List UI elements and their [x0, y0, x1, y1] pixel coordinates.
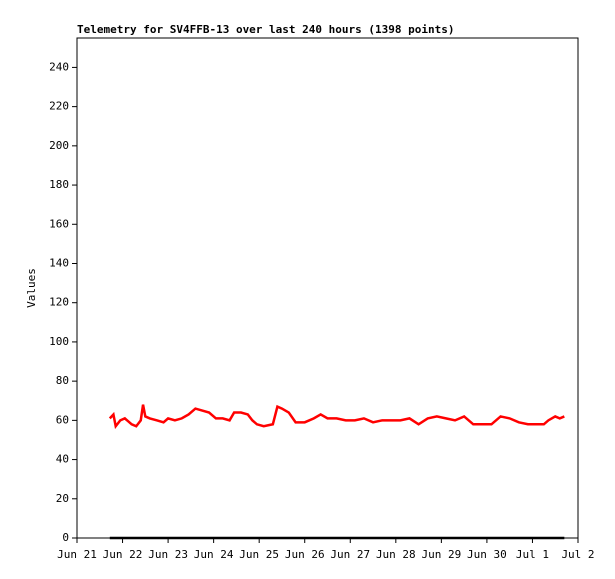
x-tick-label: Jun 23: [148, 548, 188, 561]
y-tick-label: 120: [49, 296, 69, 309]
x-tick-label: Jun 22: [103, 548, 143, 561]
x-tick-label: Jun 30: [467, 548, 507, 561]
x-tick-label: Jul 1: [516, 548, 549, 561]
chart-title: Telemetry for SV4FFB-13 over last 240 ho…: [77, 23, 455, 36]
x-tick-label: Jun 25: [239, 548, 279, 561]
x-tick-label: Jun 29: [421, 548, 461, 561]
y-tick-label: 220: [49, 100, 69, 113]
y-axis-label: Values: [25, 268, 38, 308]
y-tick-label: 200: [49, 139, 69, 152]
y-tick-label: 60: [56, 413, 69, 426]
y-tick-label: 100: [49, 335, 69, 348]
y-tick-label: 160: [49, 217, 69, 230]
y-tick-label: 80: [56, 374, 69, 387]
y-tick-label: 180: [49, 178, 69, 191]
y-tick-label: 0: [62, 531, 69, 544]
y-tick-label: 40: [56, 453, 69, 466]
data-line: [108, 404, 565, 430]
y-tick-label: 140: [49, 256, 69, 269]
y-tick-label: 20: [56, 492, 69, 505]
x-tick-label: Jun 21: [57, 548, 97, 561]
x-tick-label: Jun 27: [330, 548, 370, 561]
x-tick-label: Jul 2: [561, 548, 594, 561]
y-tick-label: 240: [49, 60, 69, 73]
x-tick-label: Jun 26: [285, 548, 325, 561]
x-tick-label: Jun 28: [376, 548, 416, 561]
x-tick-label: Jun 24: [194, 548, 234, 561]
